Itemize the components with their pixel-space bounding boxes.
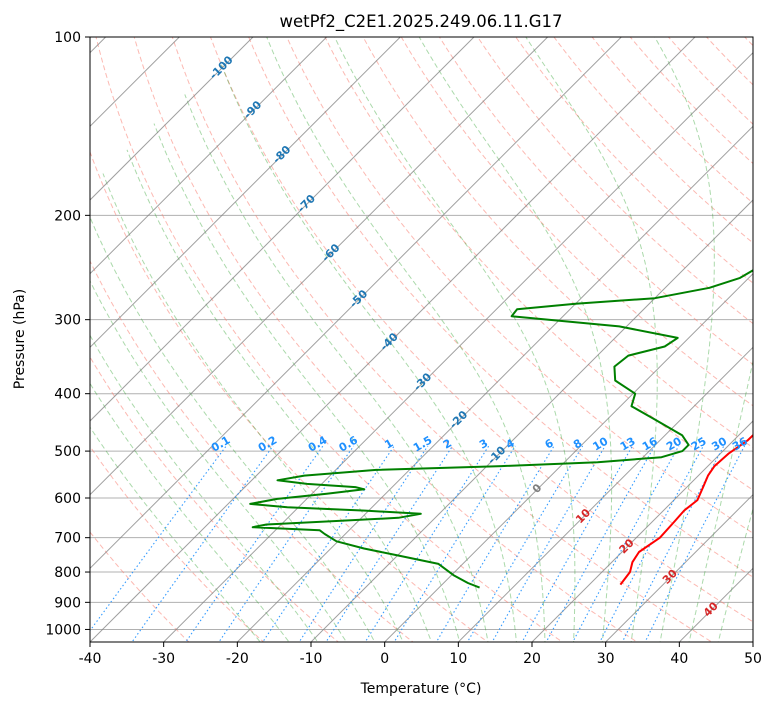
moist-adiabat-line: [184, 94, 489, 642]
y-tick-label: 700: [54, 531, 81, 547]
isotherm-line: [90, 37, 549, 496]
dry-adiabat-line: [286, 37, 753, 534]
x-tick-label: -20: [226, 651, 249, 667]
dry-adiabat-line: [133, 37, 638, 642]
moist-adiabat-line: [266, 37, 546, 642]
dry-adiabat-line: [248, 37, 753, 578]
y-axis-label: Pressure (hPa): [12, 289, 28, 389]
x-tick-label: 40: [670, 651, 688, 667]
isotherm-line: [457, 346, 753, 642]
dry-adiabat-line: [90, 531, 190, 642]
y-tick-label: 100: [54, 30, 81, 46]
y-tick-label: 500: [54, 444, 81, 460]
moist-adiabat-line: [153, 123, 461, 642]
y-tick-label: 800: [54, 565, 81, 581]
moist-adiabat-line: [90, 334, 319, 642]
isotherm-line: [90, 37, 328, 275]
isotherm-line: [0, 10, 59, 654]
mixing-ratio-line: [364, 445, 490, 642]
profiles: [249, 269, 753, 589]
x-tick-label: 10: [449, 651, 467, 667]
moist-adiabat-line: [717, 506, 753, 642]
mixing-ratio-line: [545, 445, 656, 642]
y-tick-label: 200: [54, 208, 81, 224]
x-tick-label: -10: [300, 651, 323, 667]
background-lines: [0, 10, 775, 654]
mixing-ratio-line: [491, 445, 606, 642]
moist-adiabat-line: [219, 61, 518, 642]
mixing-ratio-line: [435, 445, 555, 642]
x-tick-label: 20: [523, 651, 541, 667]
chart-title: wetPf2_C2E1.2025.249.06.11.G17: [279, 12, 562, 32]
mixing-ratio-line: [131, 445, 274, 642]
dry-adiabat-line: [324, 37, 753, 491]
dry-adiabat-line: [400, 37, 753, 407]
plot-background: [90, 37, 753, 642]
y-tick-label: 300: [54, 313, 81, 329]
mixing-ratio-line: [466, 445, 584, 642]
y-tick-label: 400: [54, 387, 81, 403]
moist-adiabat-line: [334, 37, 576, 642]
mixing-ratio-line: [262, 445, 395, 642]
dry-adiabat-line: [770, 24, 775, 654]
x-tick-label: 50: [744, 651, 762, 667]
moist-adiabat-line: [90, 279, 347, 642]
y-tick-label: 1000: [45, 622, 81, 638]
moist-adiabat-line: [102, 173, 404, 642]
dry-adiabat-line: [90, 445, 265, 642]
dewpoint-profile-line: [249, 269, 753, 589]
isotherm-line: [604, 493, 753, 642]
mixing-ratio-line: [572, 445, 680, 642]
plot-frame: [89, 36, 754, 643]
x-tick-label: -40: [79, 651, 102, 667]
mixing-ratio-line: [521, 445, 633, 642]
mixing-ratio-line: [644, 445, 746, 642]
isotherm-line: [90, 37, 696, 642]
isotherm-line: [383, 272, 753, 642]
dry-adiabat-line: [90, 259, 414, 642]
isotherm-line: [90, 37, 254, 201]
temperature-profile-line: [619, 433, 753, 586]
isotherm-line: [90, 37, 623, 570]
isotherm-line: [90, 37, 181, 128]
dry-adiabat-line: [90, 356, 340, 642]
dry-adiabat-line: [209, 37, 753, 623]
mixing-ratio-line: [599, 445, 704, 642]
isotherm-line: [236, 125, 753, 642]
isotherm-line: [90, 37, 402, 349]
isotherm-line: [531, 420, 753, 642]
dry-adiabat-line: [362, 37, 753, 449]
x-tick-label: -30: [152, 651, 175, 667]
y-tick-label: 900: [54, 595, 81, 611]
moist-adiabat-line: [90, 382, 290, 642]
moist-adiabat-line: [418, 37, 613, 642]
axes: -40 -30 -20 -10 0 10 20 30 40 50 100 200 300 400 500 60…: [45, 30, 762, 667]
x-axis-label: Temperature (°C): [360, 681, 482, 697]
isotherm-line: [310, 199, 753, 642]
moist-adiabat-line: [654, 37, 715, 642]
dry-adiabat-line: [95, 37, 564, 642]
moist-adiabat-line: [688, 358, 753, 642]
x-tick-label: 30: [597, 651, 615, 667]
x-tick-label: 0: [380, 651, 389, 667]
isotherm-line: [90, 37, 475, 422]
dry-adiabat-line: [171, 37, 713, 642]
y-tick-label: 600: [54, 491, 81, 507]
mixing-ratio-line: [393, 445, 516, 642]
isotherm-line: [162, 51, 753, 642]
